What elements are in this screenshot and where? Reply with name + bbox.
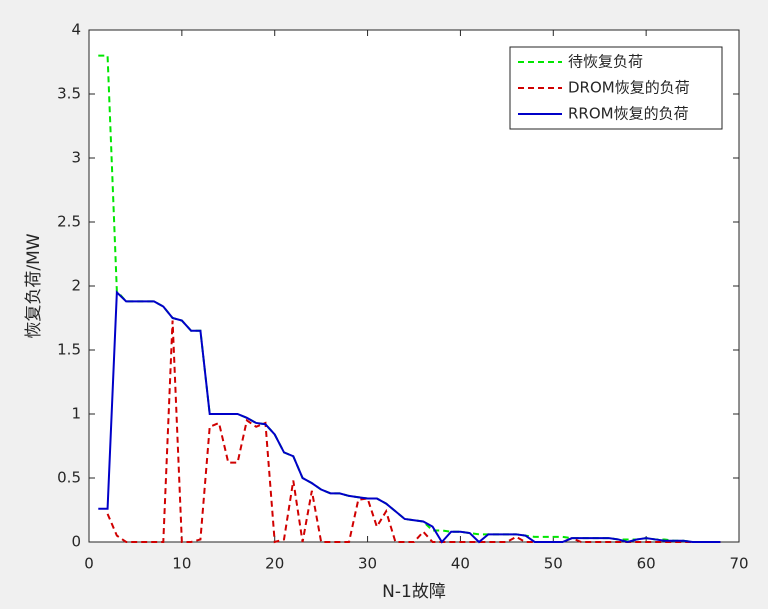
y-tick-label: 1 — [71, 405, 81, 423]
x-axis-label: N-1故障 — [382, 582, 446, 602]
x-tick-label: 60 — [637, 555, 656, 573]
series-line — [106, 320, 721, 544]
y-tick-label: 3 — [71, 149, 81, 167]
y-tick-label: 2 — [71, 277, 81, 295]
y-tick-label: 2.5 — [57, 213, 81, 231]
legend-label: DROM恢复的负荷 — [568, 79, 690, 97]
legend-label: RROM恢复的负荷 — [568, 105, 689, 123]
series-line — [98, 290, 721, 544]
x-tick-label: 10 — [172, 555, 191, 573]
x-tick-label: 50 — [544, 555, 563, 573]
legend-label: 待恢复负荷 — [568, 53, 643, 71]
y-tick-label: 0 — [71, 533, 81, 551]
x-tick-label: 70 — [729, 555, 748, 573]
x-tick-label: 20 — [265, 555, 284, 573]
legend-box — [509, 46, 723, 130]
x-tick-label: 30 — [358, 555, 377, 573]
y-tick-label: 0.5 — [57, 469, 81, 487]
y-axis-label: 恢复负荷/MW — [24, 233, 44, 338]
y-tick-label: 4 — [71, 21, 81, 39]
y-tick-label: 1.5 — [57, 341, 81, 359]
x-tick-label: 40 — [451, 555, 470, 573]
x-tick-label: 0 — [84, 555, 94, 573]
y-tick-label: 3.5 — [57, 85, 81, 103]
